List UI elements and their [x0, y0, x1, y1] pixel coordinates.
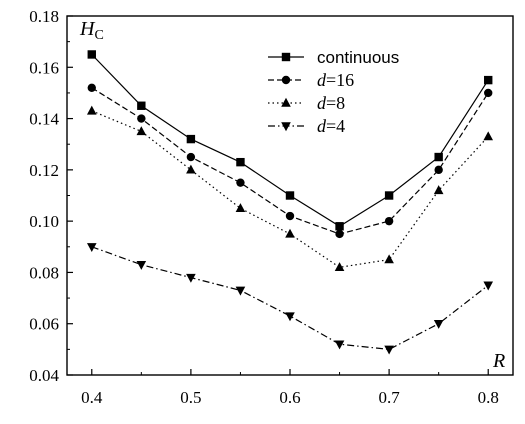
data-point-continuous [384, 191, 394, 200]
data-point-d-8 [334, 262, 345, 271]
x-tick-label: 0.6 [279, 388, 300, 407]
y-tick-label: 0.04 [29, 366, 59, 385]
data-point-continuous [285, 191, 295, 200]
y-tick-label: 0.14 [29, 110, 59, 129]
legend-item-continuous: continuous [268, 48, 399, 67]
series-continuous [87, 50, 493, 231]
legend-item-d-16: d=16 [268, 70, 354, 90]
data-point-d-16 [335, 229, 344, 239]
legend-item-d-8: d=8 [268, 93, 345, 113]
series-line-d-8 [91, 110, 489, 268]
legend-marker [281, 122, 291, 132]
data-point-d-4 [433, 320, 444, 329]
y-tick-label: 0.16 [29, 58, 59, 77]
legend-label: continuous [317, 48, 399, 67]
x-tick-label: 0.5 [180, 388, 201, 407]
data-point-continuous [137, 101, 146, 110]
data-point-d-8 [86, 105, 97, 115]
data-point-continuous [186, 134, 196, 144]
x-tick-label: 0.4 [81, 388, 103, 407]
data-point-d-4 [186, 273, 196, 283]
data-point-continuous [87, 50, 96, 59]
data-point-d-16 [384, 216, 394, 226]
x-tick-label: 0.7 [378, 388, 400, 407]
y-tick-label: 0.10 [29, 212, 59, 231]
data-point-continuous [335, 222, 344, 231]
data-point-d-4 [235, 286, 246, 296]
data-point-d-4 [384, 345, 394, 355]
data-point-d-8 [384, 254, 394, 264]
data-point-d-16 [137, 114, 146, 123]
data-point-d-8 [235, 203, 246, 213]
data-point-d-8 [483, 131, 494, 141]
y-axis-label: HC [79, 18, 104, 43]
y-tick-label: 0.12 [29, 161, 59, 180]
x-axis-label: R [492, 350, 505, 372]
data-point-d-16 [484, 88, 493, 98]
series-line-d-4 [91, 246, 489, 351]
y-tick-label: 0.18 [29, 7, 59, 26]
data-point-d-16 [285, 211, 295, 221]
y-tick-label: 0.08 [29, 263, 59, 282]
series-d-8 [86, 105, 494, 271]
data-point-continuous [484, 75, 493, 85]
legend-marker [281, 75, 291, 85]
data-point-d-16 [434, 165, 443, 175]
series-group [86, 50, 494, 355]
data-point-d-16 [236, 178, 245, 187]
data-point-d-4 [86, 243, 97, 252]
data-point-d-8 [136, 126, 147, 136]
legend-label: d=4 [317, 116, 345, 136]
data-point-continuous [434, 152, 443, 162]
data-point-d-16 [186, 152, 196, 162]
data-point-continuous [236, 157, 245, 167]
data-point-d-4 [483, 281, 494, 291]
legend-marker [281, 97, 291, 107]
data-point-d-16 [87, 83, 96, 93]
data-point-d-4 [285, 312, 295, 322]
legend-item-d-4: d=4 [268, 116, 345, 136]
data-point-d-8 [285, 228, 295, 238]
data-point-d-4 [136, 261, 147, 270]
legend-label: d=16 [317, 70, 354, 90]
legend: continuous d=16 d=8 d=4 [268, 48, 399, 136]
y-tick-label: 0.06 [29, 315, 59, 334]
axes: 0.04 0.06 0.08 0.10 0.12 0.14 0.16 0.18 0.4 0.5 0.… [29, 7, 505, 407]
legend-marker [281, 52, 291, 62]
x-tick-label: 0.8 [478, 388, 499, 407]
legend-label: d=8 [317, 93, 345, 113]
data-point-d-4 [334, 340, 345, 350]
series-d-16 [87, 83, 493, 239]
data-point-d-8 [433, 185, 444, 195]
series-d-4 [86, 243, 494, 355]
data-point-d-8 [186, 164, 196, 174]
